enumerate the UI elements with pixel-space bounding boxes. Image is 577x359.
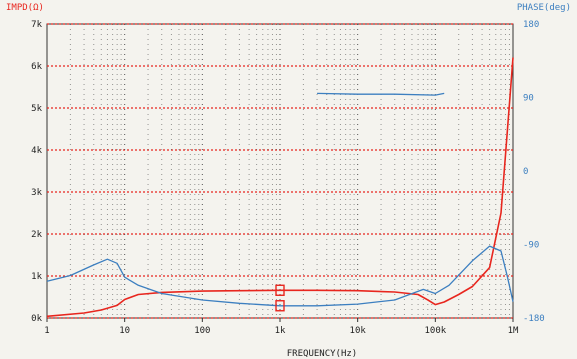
impedance-line (46, 57, 514, 318)
y-left-tick-label: 0k (31, 314, 42, 324)
y-right-tick-label: -90 (523, 241, 539, 251)
right-axis-title: PHASE(deg) (517, 3, 571, 13)
plot-frame (46, 23, 514, 319)
y-left-tick-label: 7k (31, 20, 42, 30)
x-tick-label: 10 (119, 326, 130, 336)
x-tick-label: 1M (508, 326, 519, 336)
y-right-tick-label: 90 (523, 94, 534, 104)
curves (46, 57, 514, 318)
phase-line (317, 92, 445, 96)
x-tick-label: 1k (275, 326, 286, 336)
phase-line (46, 245, 514, 307)
grid (46, 23, 514, 322)
y-left-tick-label: 6k (31, 62, 42, 72)
x-tick-label: 10k (350, 326, 367, 336)
y-right-tick-label: 180 (523, 20, 539, 30)
y-left-tick-label: 3k (31, 188, 42, 198)
x-tick-label: 1 (44, 326, 49, 336)
x-tick-label: 100 (194, 326, 210, 336)
cursor-marker (275, 300, 285, 312)
y-right-tick-label: -180 (523, 314, 545, 324)
cursor-marker (275, 284, 285, 296)
tick-labels: 0k 1k 2k 3k 4k 5k 6k 7k 1 10 100 1k 10k 100k 1M -180 -90… (31, 20, 545, 336)
y-left-tick-label: 1k (31, 272, 42, 282)
left-axis-title: IMPD(Ω) (6, 3, 44, 13)
y-left-tick-label: 2k (31, 230, 42, 240)
y-left-tick-label: 5k (31, 104, 42, 114)
x-axis-title: FREQUENCY(Hz) (287, 349, 357, 359)
y-left-tick-label: 4k (31, 146, 42, 156)
y-right-tick-label: 0 (523, 167, 528, 177)
x-tick-label: 100k (424, 326, 446, 336)
